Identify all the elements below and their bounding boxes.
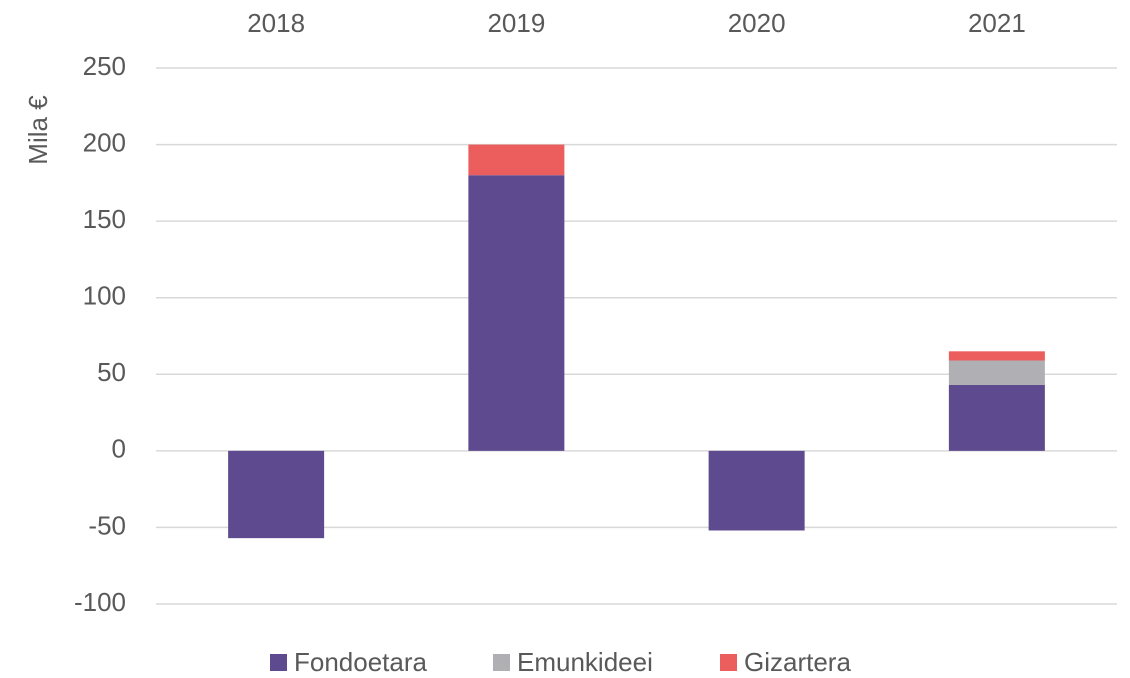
bar-segment <box>468 175 565 451</box>
y-tick-label: 100 <box>83 281 126 311</box>
legend-swatch <box>270 654 287 671</box>
legend-swatch <box>493 654 510 671</box>
y-tick-label: 250 <box>83 51 126 81</box>
x-tick-label: 2020 <box>728 8 786 38</box>
y-tick-label: 50 <box>97 357 126 387</box>
y-tick-label: 150 <box>83 204 126 234</box>
y-tick-label: 0 <box>112 434 126 464</box>
bar-segment <box>228 450 325 539</box>
legend-label: Emunkideei <box>517 647 653 677</box>
y-tick-label: 200 <box>83 127 126 157</box>
legend-swatch <box>720 654 737 671</box>
bar-segment <box>948 351 1045 361</box>
x-tick-label: 2021 <box>968 8 1026 38</box>
y-tick-label: -100 <box>74 587 126 617</box>
bar-segment <box>948 385 1045 451</box>
legend-label: Fondoetara <box>294 647 428 677</box>
x-tick-label: 2018 <box>247 8 305 38</box>
y-axis-label: Mila € <box>23 95 53 165</box>
y-tick-label: -50 <box>88 510 126 540</box>
legend-label: Gizartera <box>744 647 851 677</box>
bar-segment <box>708 450 805 531</box>
x-tick-label: 2019 <box>487 8 545 38</box>
bar-segment <box>468 144 565 176</box>
bar-segment <box>948 360 1045 386</box>
